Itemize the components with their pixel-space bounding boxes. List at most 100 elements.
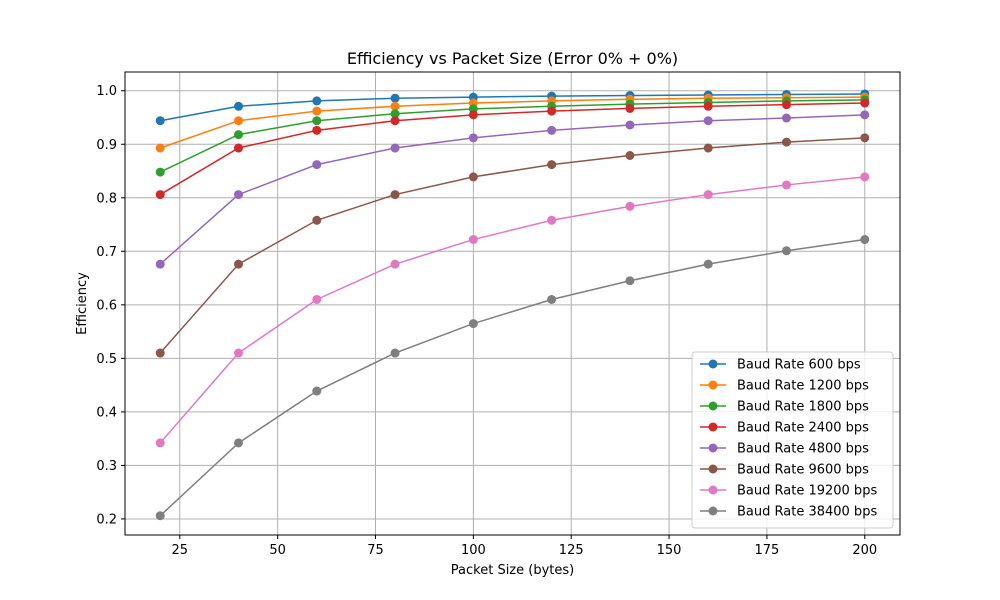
legend-label: Baud Rate 1800 bps (737, 400, 869, 415)
data-point (312, 96, 322, 106)
data-point (703, 259, 713, 269)
legend-box (691, 351, 894, 529)
data-point (781, 113, 791, 123)
legend-item: Baud Rate 19200 bps (700, 484, 877, 499)
legend-marker (708, 443, 718, 453)
data-point (547, 215, 557, 225)
series-group-item (155, 133, 870, 358)
data-point (234, 190, 244, 200)
legend-marker (708, 506, 718, 516)
data-point (468, 110, 478, 120)
data-point (468, 133, 478, 143)
y-tick-label: 0.6 (96, 298, 117, 313)
data-point (312, 125, 322, 135)
y-tick-label: 1.0 (96, 84, 117, 99)
data-point (547, 294, 557, 304)
data-point (234, 130, 244, 140)
legend-marker (708, 380, 718, 390)
data-point (390, 143, 400, 153)
legend-label: Baud Rate 9600 bps (737, 463, 869, 478)
data-point (703, 190, 713, 200)
legend-item: Baud Rate 38400 bps (700, 505, 877, 520)
series-line (159, 137, 865, 354)
data-point (703, 101, 713, 111)
data-point (312, 215, 322, 225)
x-tick-label: 25 (172, 543, 189, 558)
data-point (625, 276, 635, 286)
y-tick-label: 0.2 (96, 512, 117, 527)
data-point (468, 235, 478, 245)
data-point (547, 160, 557, 170)
data-point (312, 294, 322, 304)
data-point (155, 511, 165, 521)
y-tick-label: 0.8 (96, 191, 117, 206)
data-point (781, 180, 791, 190)
legend-item: Baud Rate 4800 bps (700, 442, 869, 457)
data-point (625, 103, 635, 113)
data-point (860, 235, 870, 245)
series-line (159, 102, 865, 196)
data-point (468, 319, 478, 329)
series-line (159, 96, 865, 149)
series-line (159, 99, 865, 173)
data-point (390, 348, 400, 358)
y-tick-label: 0.5 (96, 352, 117, 367)
data-point (390, 259, 400, 269)
series-line (159, 114, 865, 265)
data-point (468, 172, 478, 182)
data-point (234, 438, 244, 448)
data-point (390, 109, 400, 119)
data-point (312, 160, 322, 170)
x-tick-label: 50 (269, 543, 286, 558)
y-tick-label: 0.4 (96, 405, 117, 420)
data-point (234, 101, 244, 111)
data-point (234, 348, 244, 358)
legend-item: Baud Rate 600 bps (700, 358, 861, 373)
legend-marker (708, 401, 718, 411)
series-group-item (155, 98, 870, 200)
data-point (234, 259, 244, 269)
data-point (703, 116, 713, 126)
legend-marker (708, 464, 718, 474)
x-tick-label: 100 (461, 543, 486, 558)
x-tick-label: 200 (852, 543, 877, 558)
series-line (160, 93, 865, 122)
legend-label: Baud Rate 600 bps (737, 358, 861, 373)
legend-marker (708, 485, 718, 495)
data-point (155, 143, 165, 153)
legend: Baud Rate 600 bps Baud Rate 1200 bps Baud … (691, 351, 894, 529)
data-point (155, 438, 165, 448)
data-point (155, 190, 165, 200)
data-point (155, 348, 165, 358)
legend-item: Baud Rate 1200 bps (700, 379, 869, 394)
data-point (547, 106, 557, 116)
data-point (390, 93, 400, 103)
series-line (159, 176, 865, 444)
chart-title: Efficiency vs Packet Size (Error 0% + 0%… (347, 49, 678, 68)
legend-label: Baud Rate 2400 bps (737, 421, 869, 436)
x-axis-label: Packet Size (bytes) (451, 563, 574, 578)
legend-label: Baud Rate 38400 bps (737, 505, 877, 520)
legend-label: Baud Rate 19200 bps (737, 484, 877, 499)
y-tick-label: 0.7 (96, 245, 117, 260)
data-point (860, 110, 870, 120)
data-point (234, 143, 244, 153)
data-point (234, 116, 244, 126)
data-point (781, 100, 791, 110)
data-point (703, 143, 713, 153)
data-point (155, 259, 165, 269)
data-point (625, 201, 635, 211)
data-point (155, 116, 165, 126)
data-point (312, 386, 322, 396)
y-tick-label: 0.9 (96, 138, 117, 153)
series-group-item (155, 110, 870, 269)
series-group-item (155, 235, 870, 521)
x-tick-label: 150 (657, 543, 682, 558)
data-point (860, 98, 870, 108)
x-tick-label: 175 (755, 543, 780, 558)
data-point (781, 246, 791, 256)
y-axis-label: Efficiency (75, 272, 90, 335)
data-point (860, 133, 870, 143)
series-line (159, 238, 865, 517)
